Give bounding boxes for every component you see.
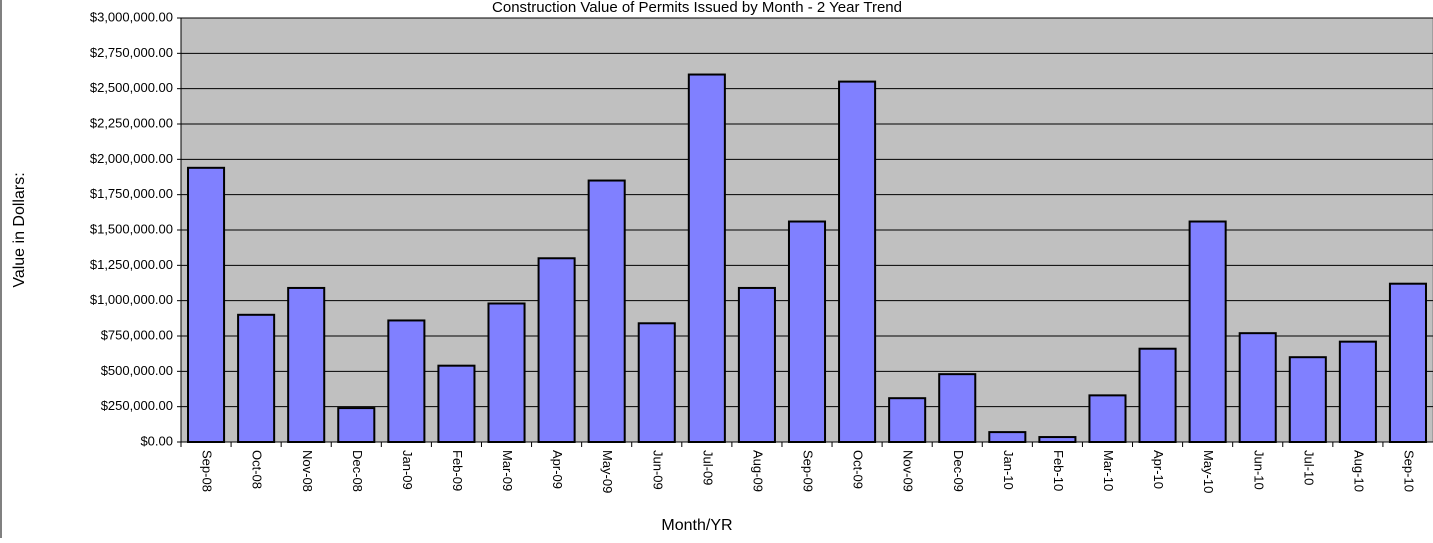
y-tick-label: $500,000.00 [101, 363, 173, 378]
y-tick-label: $2,750,000.00 [90, 45, 173, 60]
x-tick-label: Jan-09 [400, 450, 415, 490]
y-tick-label: $1,000,000.00 [90, 292, 173, 307]
bar [287, 286, 326, 443]
bar [587, 179, 626, 444]
x-tick-label: Jul-09 [700, 450, 715, 485]
y-tick-label: $750,000.00 [101, 327, 173, 342]
x-tick-label: Dec-08 [350, 450, 365, 492]
bar [187, 166, 226, 444]
x-tick-label: Jul-10 [1301, 450, 1316, 485]
x-tick-label: Aug-10 [1351, 450, 1366, 492]
bar [537, 257, 576, 443]
x-tick-label: Jun-09 [650, 450, 665, 490]
x-tick-label: Apr-09 [550, 450, 565, 489]
bar [387, 319, 426, 444]
bar [1088, 394, 1127, 443]
x-tick-label: Nov-09 [901, 450, 916, 492]
x-tick-label: Feb-10 [1051, 450, 1066, 491]
x-tick-label: Feb-09 [450, 450, 465, 491]
bar [237, 313, 276, 443]
bar [888, 397, 927, 444]
x-tick-label: May-09 [600, 450, 615, 493]
bar [487, 302, 526, 444]
x-tick-label: Sep-09 [801, 450, 816, 492]
bar [687, 73, 726, 444]
bar [1188, 220, 1227, 443]
x-tick-label: Apr-10 [1151, 450, 1166, 489]
bar [1038, 436, 1077, 444]
y-axis-label: Value in Dollars: [11, 172, 28, 287]
bar [1238, 332, 1277, 444]
bar [437, 364, 476, 443]
x-tick-label: Mar-10 [1101, 450, 1116, 491]
x-tick-label: Oct-09 [851, 450, 866, 489]
bar [1138, 347, 1177, 443]
x-tick-label: Sep-08 [200, 450, 215, 492]
x-tick-label: Aug-09 [750, 450, 765, 492]
x-tick-label: Jun-10 [1251, 450, 1266, 490]
bar [1338, 340, 1377, 443]
bar [988, 431, 1027, 443]
bar [938, 373, 977, 443]
bar [637, 322, 676, 443]
bar [737, 286, 776, 443]
y-tick-label: $0.00 [140, 433, 173, 448]
y-tick-label: $1,750,000.00 [90, 186, 173, 201]
x-tick-label: Nov-08 [300, 450, 315, 492]
y-tick-label: $3,000,000.00 [90, 9, 173, 24]
y-tick-label: $1,250,000.00 [90, 257, 173, 272]
y-tick-label: $250,000.00 [101, 398, 173, 413]
bar [1388, 282, 1427, 443]
x-tick-label: Dec-09 [951, 450, 966, 492]
x-axis-label: Month/YR [661, 517, 732, 534]
bar [337, 407, 376, 443]
chart-title: Construction Value of Permits Issued by … [492, 0, 902, 16]
x-tick-label: Oct-08 [250, 450, 265, 489]
y-tick-label: $2,000,000.00 [90, 151, 173, 166]
x-tick-label: May-10 [1201, 450, 1216, 493]
y-tick-label: $2,500,000.00 [90, 80, 173, 95]
x-tick-label: Sep-10 [1402, 450, 1417, 492]
x-tick-label: Jan-10 [1001, 450, 1016, 490]
bar [787, 220, 827, 443]
bar [838, 80, 877, 443]
bar [1288, 356, 1327, 444]
x-tick-label: Mar-09 [500, 450, 515, 491]
y-tick-label: $1,500,000.00 [90, 221, 173, 236]
y-tick-label: $2,250,000.00 [90, 115, 173, 130]
